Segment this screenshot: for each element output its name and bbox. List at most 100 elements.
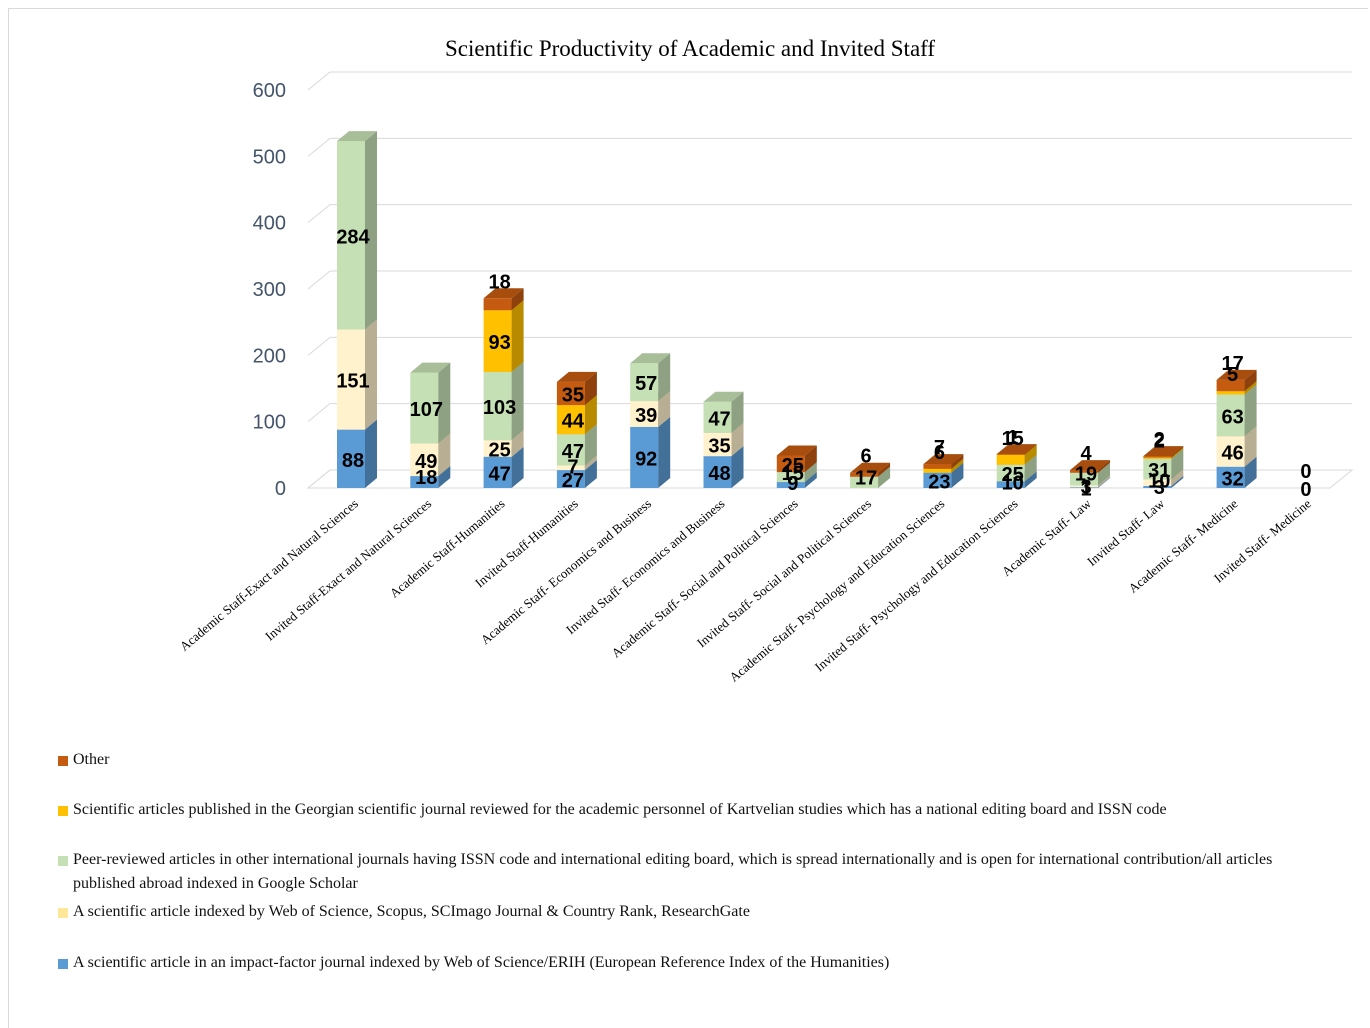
category-label: Invited Staff- Economics and Business [563,496,727,637]
bar-top [703,391,744,402]
bar-segment [337,131,377,330]
data-label: 44 [562,411,585,433]
bar-segment [556,371,597,406]
bar-side [1171,447,1184,459]
data-label: 27 [562,470,584,492]
data-label: 32 [1221,468,1243,490]
bar-side [658,391,671,427]
legend-label: A scientific article indexed by Web of S… [73,903,750,920]
legend-swatch [58,806,68,816]
bar-front [556,434,585,466]
bar-side [1024,444,1037,465]
legend-item: Scientific articles published in the Geo… [58,798,1338,822]
bar-segment [996,444,1037,455]
bar-side [804,472,817,488]
data-label: 93 [488,332,510,354]
bar-segment [1216,369,1257,392]
bar-side [584,395,597,435]
bar-side [951,454,964,469]
bar-front [1143,456,1172,458]
y-tick-label: 100 [253,412,286,434]
legend-item: A scientific article indexed by Web of S… [58,900,1338,924]
category-label: Invited Staff- Law [1084,495,1167,568]
gridline-side [307,403,331,423]
bar-front [923,472,952,488]
bar-segment [923,454,964,469]
gridline-side [307,270,331,290]
gridline-side [307,336,331,356]
data-label: 5 [1227,364,1238,386]
bar-top [337,131,377,142]
bar-front [776,455,805,473]
bar-front [1143,486,1172,488]
bar-side [878,462,891,477]
bar-segment [850,462,891,477]
bar-front [483,310,512,372]
y-tick-label: 200 [253,345,286,367]
bar-front [703,456,732,488]
bar-side [731,446,744,488]
bar-segment [410,362,451,444]
data-label: 15 [1002,428,1024,450]
bar-top [996,444,1037,455]
gridlines [306,71,1354,489]
bar-top [1216,369,1257,380]
data-labels: 8815128418491074725103931827747443592395… [336,226,1311,501]
bar-top [483,288,524,299]
bar-side [1244,384,1257,437]
data-label: 47 [562,441,584,463]
data-label: 103 [483,397,516,419]
bar-side [584,460,597,488]
data-label: 7 [934,437,945,459]
bar-side [1244,369,1257,392]
bar-top [630,353,671,364]
bar-side [1098,475,1110,488]
data-label: 6 [934,442,945,464]
bar-front [1070,472,1098,486]
data-label: 35 [708,436,730,458]
data-label: 25 [488,440,510,462]
bar-side [1171,469,1184,487]
bar-side [584,455,597,471]
data-label: 18 [415,467,437,489]
bar-side [1171,446,1184,458]
bar-side [365,419,377,488]
data-label: 18 [488,271,510,293]
data-label: 10 [1148,470,1170,492]
bar-side [1098,460,1110,473]
data-label: 49 [415,451,437,473]
bar-front [1216,391,1245,395]
data-label: 19 [1075,464,1097,486]
legend-label: Peer-reviewed articles in other internat… [73,851,1273,892]
bar-side [1171,476,1184,488]
bar-segment [776,445,817,473]
bar-front [410,443,439,477]
data-label: 10 [1002,472,1024,494]
legend-swatch [58,756,68,766]
bar-side [731,422,744,457]
legend-label: A scientific article in an impact-factor… [73,954,890,971]
bars [337,131,1257,488]
bar-side [731,391,744,433]
bar-side [511,361,524,441]
legend-label: Scientific articles published in the Geo… [73,801,1167,818]
data-label: 2 [1154,430,1165,452]
bar-top [1070,460,1110,471]
data-label: 25 [782,455,804,477]
bar-front [630,401,659,427]
bar-segment [1216,384,1257,437]
chart-frame [8,8,1368,1028]
bar-front [483,456,512,488]
data-label: 0 [1300,479,1311,501]
legend-swatch [58,908,68,918]
data-label: 284 [336,226,370,248]
bar-front [703,401,732,433]
data-label: 107 [410,399,443,421]
bar-segment [630,353,671,402]
bar-front [923,468,952,473]
bar-segment [483,288,524,311]
data-label: 31 [1148,460,1170,482]
bar-segment [703,391,744,433]
bar-side [438,466,451,488]
bar-side [511,446,524,488]
